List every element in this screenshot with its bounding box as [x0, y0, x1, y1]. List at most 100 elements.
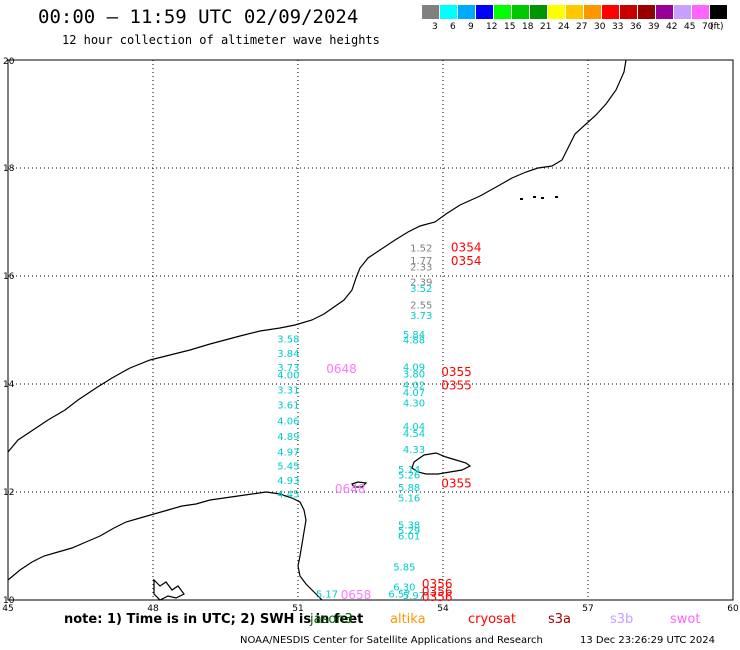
- map-title: 00:00 – 11:59 UTC 02/09/2024: [38, 6, 359, 28]
- wave-height-value: 1.52: [410, 244, 432, 255]
- island: [520, 198, 523, 200]
- lat-tick-label: 18: [3, 164, 15, 174]
- wave-height-value: 4.07: [403, 388, 425, 399]
- coastline-segment: [7, 59, 627, 453]
- legend-swatch: [584, 5, 601, 19]
- wave-height-value: 4.06: [277, 417, 299, 428]
- coastline: [7, 59, 627, 601]
- legend-swatch: [494, 5, 511, 19]
- wave-height-value: 5.26: [398, 471, 420, 482]
- legend-label: 39: [648, 22, 660, 32]
- legend-swatch: [440, 5, 457, 19]
- legend-label: 18: [522, 22, 534, 32]
- wave-height-value: 4.93: [277, 476, 299, 487]
- wave-height-value: 5.85: [393, 562, 415, 573]
- lat-tick-label: 20: [3, 57, 15, 67]
- wave-height-value: 4.33: [403, 445, 425, 456]
- legend-swatch: [476, 5, 493, 19]
- pass-time-label: 0355: [441, 477, 472, 491]
- axis-tick-labels: 45 48 51 54 57 60 20 18 16 14 12 10: [2, 57, 739, 614]
- wave-height-value: 1.77: [410, 256, 432, 267]
- pass-time-label: 0658: [341, 588, 372, 602]
- satellite-swot: swot: [670, 612, 701, 627]
- wave-height-value: 5.29: [398, 526, 420, 537]
- wave-height-value: 6.30: [393, 582, 415, 593]
- island: [555, 196, 558, 198]
- legend-swatch: [638, 5, 655, 19]
- wave-height-value: 6.01: [398, 532, 420, 543]
- wave-height-value: 3.73: [277, 363, 299, 374]
- map-grid: [8, 60, 733, 600]
- legend-swatch: [422, 5, 439, 19]
- wave-height-value: 2.55: [410, 300, 432, 311]
- wave-height-value: 5.97: [403, 591, 425, 602]
- lon-tick-label: 57: [582, 604, 593, 614]
- legend-label: 33: [612, 22, 624, 32]
- wave-height-value: 5.88: [398, 483, 420, 494]
- wave-height-value: 5.38: [398, 521, 420, 532]
- lon-tick-label: 60: [727, 604, 739, 614]
- wave-height-value: 2.33: [410, 263, 432, 274]
- wave-height-value: 3.31: [277, 386, 299, 397]
- legend-label: 15: [504, 22, 516, 32]
- legend-swatch: [512, 5, 529, 19]
- coastline-segment: [411, 452, 472, 475]
- wave-height-value: 3.73: [410, 311, 432, 322]
- satellite-legend: jason3 altika cryosat s3a s3b swot: [0, 612, 740, 630]
- observation-values: 1.521.772.332.393.522.553.733.58 5.844.88…: [277, 244, 432, 602]
- lat-tick-label: 14: [3, 380, 15, 390]
- wave-height-value: 5.45: [277, 461, 299, 472]
- legend-swatch: [674, 5, 691, 19]
- lon-tick-label: 54: [437, 604, 449, 614]
- pass-time-label: 0355: [441, 365, 472, 379]
- legend-swatch: [548, 5, 565, 19]
- wave-height-value: 2.39: [410, 278, 432, 289]
- map-subtitle: 12 hour collection of altimeter wave hei…: [62, 33, 380, 47]
- legend-label: 24: [558, 22, 570, 32]
- legend-label: 42: [666, 22, 678, 32]
- wave-height-value: 3.84: [277, 349, 299, 360]
- legend-label: 27: [576, 22, 588, 32]
- wave-height-value: 4.89: [277, 432, 299, 443]
- wave-height-value: 4.88: [403, 336, 425, 347]
- legend-swatch: [566, 5, 583, 19]
- map-frame: [7, 59, 734, 601]
- wave-height-value: 4.54: [403, 429, 425, 440]
- footer-timestamp: 13 Dec 23:26:29 UTC 2024: [580, 635, 715, 646]
- legend-swatch: [692, 5, 709, 19]
- satellite-altika: altika: [390, 612, 426, 627]
- wave-height-value: 4.09: [403, 363, 425, 374]
- wave-height-value: 4.02: [403, 380, 425, 391]
- pass-time-label: 0648: [326, 362, 357, 376]
- satellite-cryosat: cryosat: [468, 612, 516, 627]
- legend-label: 3: [432, 22, 438, 32]
- legend-swatch: [620, 5, 637, 19]
- wave-height-value: 5.17: [316, 589, 338, 600]
- wave-height-value: 3.61: [277, 400, 299, 411]
- wave-height-value: 3.58: [277, 334, 299, 345]
- legend-swatch: [530, 5, 547, 19]
- legend-label: (ft): [710, 22, 724, 32]
- legend-label: 45: [684, 22, 696, 32]
- satellite-s3a: s3a: [548, 612, 572, 627]
- coastline-segment: [153, 578, 185, 601]
- lon-tick-label: 48: [147, 604, 159, 614]
- legend-swatch: [656, 5, 673, 19]
- legend-label: 9: [468, 22, 474, 32]
- coastline-segment: [7, 491, 323, 601]
- lat-tick-label: 10: [3, 596, 15, 606]
- legend-label: 12: [486, 22, 498, 32]
- lon-tick-label: 51: [292, 604, 303, 614]
- satellite-s3b: s3b: [610, 612, 634, 627]
- legend-swatch: [710, 5, 727, 19]
- wave-height-value: 3.80: [403, 370, 425, 381]
- coastline-segment: [351, 481, 368, 488]
- legend-label: 6: [450, 22, 456, 32]
- wave-height-value: 4.97: [277, 447, 299, 458]
- pass-time-label: 0648: [335, 482, 366, 496]
- legend-swatch: [602, 5, 619, 19]
- note-text: note: 1) Time is in UTC; 2) SWH is in fe…: [64, 612, 364, 627]
- wave-height-value: 6.57: [388, 589, 410, 600]
